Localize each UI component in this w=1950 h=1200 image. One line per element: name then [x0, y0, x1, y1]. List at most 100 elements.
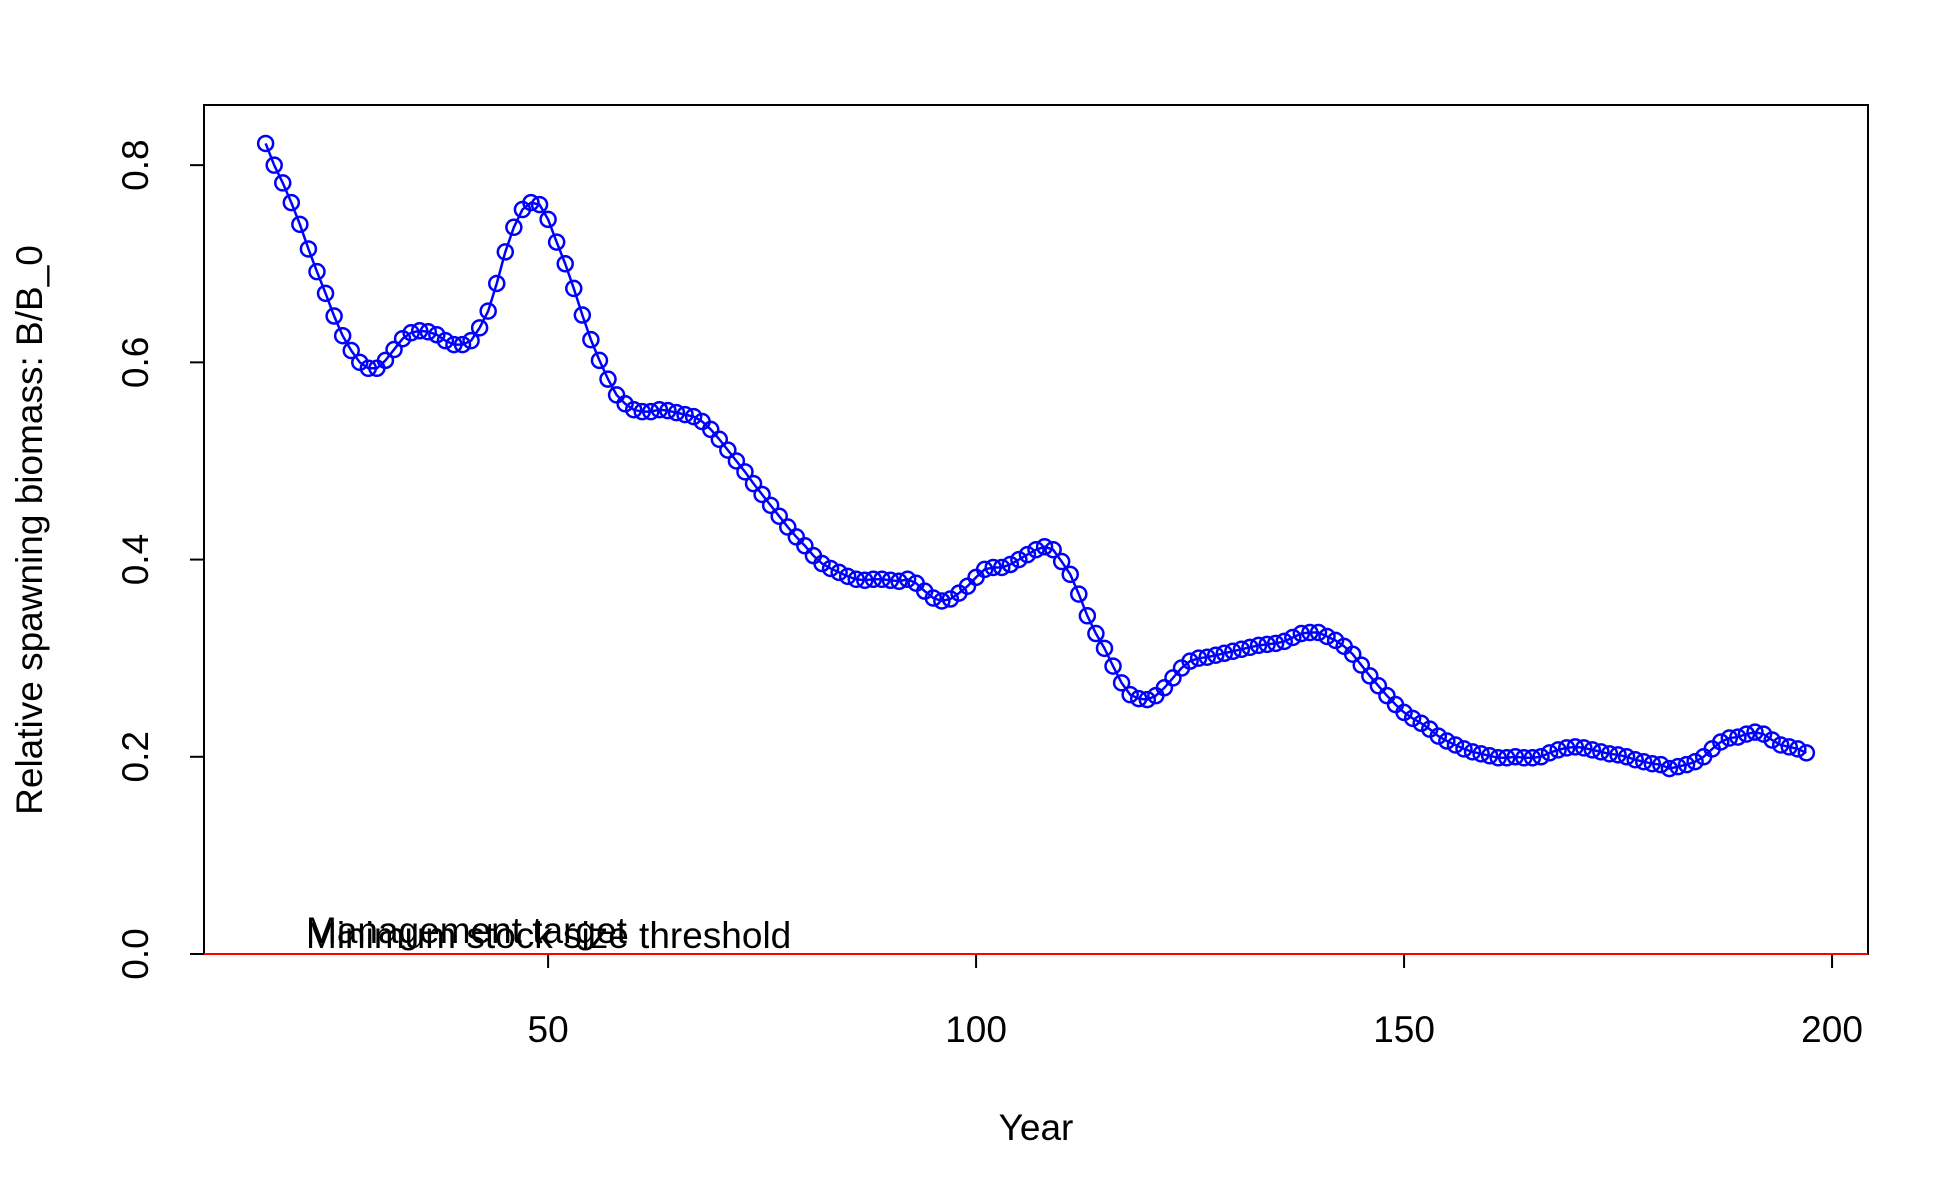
point	[1224, 642, 1242, 661]
point	[487, 274, 506, 293]
point	[1455, 740, 1473, 758]
point	[1583, 741, 1602, 759]
point	[1592, 743, 1610, 761]
point	[1686, 752, 1704, 771]
point	[1181, 652, 1199, 670]
reference-label: Management target	[306, 910, 628, 951]
point	[873, 570, 891, 589]
point	[1207, 646, 1225, 664]
point	[1215, 644, 1234, 663]
point	[1712, 733, 1730, 751]
point	[342, 341, 360, 360]
point	[1241, 638, 1259, 657]
point	[684, 407, 703, 426]
point	[539, 210, 557, 229]
point	[453, 335, 472, 354]
y-tick-label: 0.6	[115, 337, 156, 388]
point	[1138, 690, 1157, 709]
point	[496, 243, 515, 261]
x-tick-label: 150	[1373, 1009, 1435, 1050]
point	[1652, 755, 1670, 774]
point	[1575, 739, 1593, 757]
x-tick-label: 200	[1801, 1009, 1863, 1050]
point	[701, 420, 720, 439]
point	[1797, 744, 1816, 762]
point	[1018, 545, 1037, 564]
point	[898, 570, 917, 589]
point	[1540, 744, 1559, 762]
point	[402, 324, 420, 342]
point	[1463, 743, 1482, 761]
point	[1609, 746, 1627, 764]
point	[436, 331, 455, 350]
point	[470, 319, 489, 337]
point	[1780, 738, 1799, 756]
point	[291, 215, 309, 234]
point	[359, 359, 378, 378]
point	[1489, 749, 1507, 767]
point	[1446, 736, 1465, 754]
point	[1061, 565, 1079, 584]
y-tick-label: 0.8	[115, 139, 156, 190]
point	[565, 279, 583, 298]
point	[1771, 736, 1790, 754]
point	[659, 401, 677, 420]
point	[710, 430, 729, 449]
point	[1361, 667, 1379, 685]
point	[573, 306, 592, 324]
point	[376, 351, 395, 370]
point	[1266, 634, 1285, 653]
point	[1634, 752, 1653, 771]
point	[1403, 709, 1422, 728]
point	[1617, 748, 1636, 766]
y-axis-label: Relative spawning biomass: B/B_0	[9, 245, 50, 815]
point	[864, 570, 883, 589]
point	[333, 326, 352, 345]
point	[1052, 552, 1071, 571]
point	[796, 537, 814, 555]
point	[744, 474, 763, 493]
point	[556, 255, 574, 273]
point	[650, 400, 669, 419]
point	[1549, 741, 1567, 759]
point	[1318, 627, 1336, 646]
point	[1001, 555, 1020, 574]
point	[633, 402, 652, 421]
point	[924, 589, 943, 607]
point	[1155, 679, 1174, 697]
point	[1746, 723, 1764, 741]
point	[761, 496, 780, 515]
point	[599, 370, 617, 388]
point	[1660, 759, 1679, 778]
point	[1532, 748, 1550, 766]
point	[530, 195, 549, 214]
point	[1078, 607, 1097, 625]
reference-label: Minimum stock size threshold	[306, 915, 791, 956]
point	[325, 307, 343, 325]
point	[590, 351, 609, 370]
point	[1027, 540, 1045, 559]
point	[1643, 754, 1662, 773]
point	[299, 240, 318, 258]
point	[1189, 649, 1208, 667]
point	[385, 340, 403, 359]
point	[881, 571, 900, 590]
point	[1438, 732, 1456, 750]
point	[667, 403, 686, 422]
plot-box	[203, 104, 1869, 955]
point	[1626, 750, 1644, 769]
point	[1523, 749, 1542, 767]
point	[1677, 755, 1696, 774]
point	[1070, 585, 1088, 603]
point	[1044, 540, 1062, 559]
point	[1010, 550, 1028, 569]
point	[1557, 739, 1576, 757]
point	[719, 441, 737, 459]
point	[445, 335, 463, 354]
point	[1087, 624, 1105, 643]
point	[847, 570, 865, 589]
point	[1292, 624, 1311, 643]
point	[522, 193, 540, 212]
point	[1249, 636, 1268, 655]
